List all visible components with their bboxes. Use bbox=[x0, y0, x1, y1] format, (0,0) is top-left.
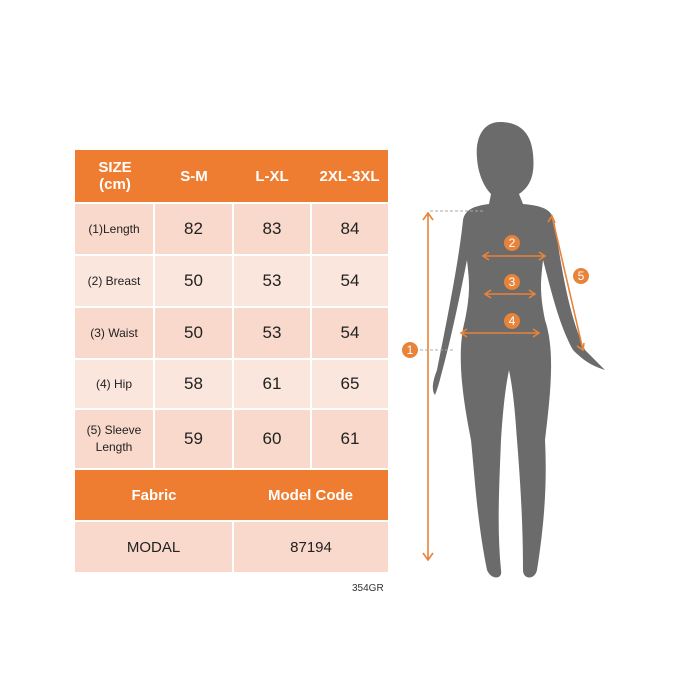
cell: 82 bbox=[155, 204, 232, 254]
marker-4-label: 4 bbox=[509, 314, 516, 328]
header-size-label: SIZE bbox=[98, 159, 132, 176]
cell: 53 bbox=[234, 256, 310, 306]
fabric-values-row: MODAL 87194 bbox=[75, 522, 388, 572]
header-s-m: S-M bbox=[155, 150, 233, 202]
table-row: (1)Length 82 83 84 bbox=[75, 204, 388, 254]
cell: 61 bbox=[234, 360, 310, 408]
cell: 50 bbox=[155, 256, 232, 306]
cell: 53 bbox=[234, 308, 310, 358]
marker-3 bbox=[504, 274, 520, 290]
cell: 54 bbox=[312, 308, 388, 358]
marker-2-label: 2 bbox=[509, 236, 516, 250]
cell: 58 bbox=[155, 360, 232, 408]
measurement-arrows bbox=[422, 211, 585, 562]
row-label: (5) Sleeve Length bbox=[75, 410, 153, 468]
cell: 59 bbox=[155, 410, 232, 468]
guide-lines bbox=[415, 210, 485, 351]
marker-4 bbox=[504, 313, 520, 329]
marker-5 bbox=[573, 268, 589, 284]
marker-3-label: 3 bbox=[509, 275, 516, 289]
measurement-markers bbox=[402, 235, 589, 358]
woman-silhouette bbox=[432, 122, 605, 578]
cell: 65 bbox=[312, 360, 388, 408]
header-l-xl: L-XL bbox=[233, 150, 311, 202]
marker-2 bbox=[504, 235, 520, 251]
model-code-value: 87194 bbox=[234, 522, 388, 572]
row-label: (4) Hip bbox=[75, 360, 153, 408]
table-row: (3) Waist 50 53 54 bbox=[75, 308, 388, 358]
body-measurement-figure: 1 2 3 4 5 bbox=[402, 122, 605, 578]
table-row: (4) Hip 58 61 65 bbox=[75, 360, 388, 408]
size-chart-table: SIZE (cm) S-M L-XL 2XL-3XL (1)Length 82 … bbox=[75, 150, 388, 574]
cell: 83 bbox=[234, 204, 310, 254]
sleeve-arrow bbox=[547, 214, 585, 352]
marker-5-label: 5 bbox=[578, 269, 585, 283]
row-label: (2) Breast bbox=[75, 256, 153, 306]
header-size: SIZE (cm) bbox=[75, 150, 155, 202]
table-header-row: SIZE (cm) S-M L-XL 2XL-3XL bbox=[75, 150, 388, 202]
hip-arrow bbox=[459, 328, 541, 338]
fabric-header: Fabric bbox=[75, 470, 233, 520]
header-unit-label: (cm) bbox=[99, 176, 131, 193]
length-arrow bbox=[422, 211, 434, 562]
waist-arrow bbox=[483, 289, 537, 299]
cell: 84 bbox=[312, 204, 388, 254]
table-row: (5) Sleeve Length 59 60 61 bbox=[75, 410, 388, 468]
product-code: 354GR bbox=[352, 583, 384, 594]
table-row: (2) Breast 50 53 54 bbox=[75, 256, 388, 306]
row-label: (1)Length bbox=[75, 204, 153, 254]
cell: 60 bbox=[234, 410, 310, 468]
marker-1 bbox=[402, 342, 418, 358]
fabric-value: MODAL bbox=[75, 522, 232, 572]
breast-arrow bbox=[481, 251, 547, 261]
row-label: (3) Waist bbox=[75, 308, 153, 358]
cell: 61 bbox=[312, 410, 388, 468]
model-code-header: Model Code bbox=[233, 470, 388, 520]
marker-1-label: 1 bbox=[407, 343, 414, 357]
header-2xl-3xl: 2XL-3XL bbox=[311, 150, 388, 202]
fabric-header-row: Fabric Model Code bbox=[75, 470, 388, 520]
cell: 54 bbox=[312, 256, 388, 306]
cell: 50 bbox=[155, 308, 232, 358]
